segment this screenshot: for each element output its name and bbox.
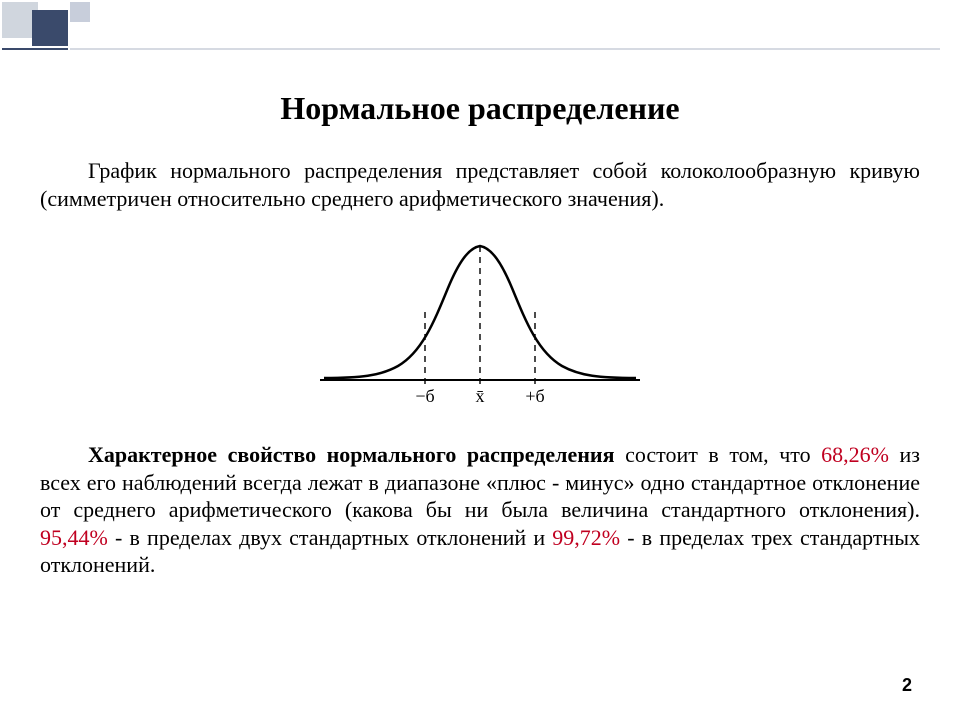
label-mean: x̄ (476, 386, 485, 406)
paragraph-1: График нормального распределения предста… (40, 157, 920, 212)
label-plus-sigma: +б (525, 386, 544, 406)
paragraph-2: Характерное свойство нормального распред… (40, 441, 920, 579)
para2-pct1: 68,26% (821, 442, 889, 467)
para2-lead: Характерное свойство нормального распред… (88, 442, 615, 467)
slide-body: Нормальное распределение График нормальн… (0, 0, 960, 720)
para2-t3: - в пределах двух стандартных отклонений… (108, 525, 552, 550)
label-minus-sigma: −б (415, 386, 434, 406)
para2-pct2: 95,44% (40, 525, 108, 550)
para2-t1: состоит в том, что (615, 442, 822, 467)
page-number: 2 (902, 675, 912, 696)
page-title: Нормальное распределение (40, 90, 920, 127)
normal-curve-figure: −б x̄ +б (300, 230, 660, 415)
para2-pct3: 99,72% (552, 525, 620, 550)
